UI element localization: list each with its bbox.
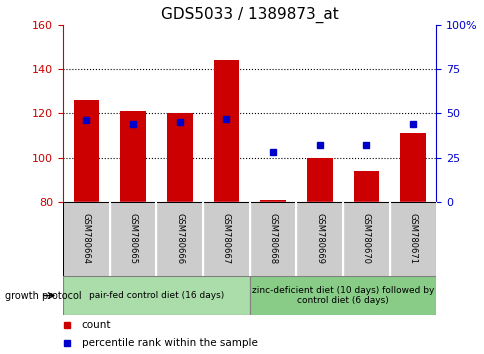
Text: growth protocol: growth protocol	[5, 291, 81, 301]
Bar	[74, 100, 99, 202]
Text: GSM780668: GSM780668	[268, 213, 277, 264]
Bar	[306, 158, 332, 202]
Text: GSM780667: GSM780667	[222, 213, 230, 264]
Text: GSM780666: GSM780666	[175, 213, 184, 264]
Title: GDS5033 / 1389873_at: GDS5033 / 1389873_at	[161, 7, 338, 23]
Text: percentile rank within the sample: percentile rank within the sample	[81, 338, 257, 348]
Bar	[120, 111, 146, 202]
Bar	[389, 202, 436, 276]
Bar	[260, 200, 286, 202]
Bar	[353, 171, 378, 202]
Text: pair-fed control diet (16 days): pair-fed control diet (16 days)	[89, 291, 224, 300]
Bar	[249, 276, 436, 315]
Text: zinc-deficient diet (10 days) followed by
control diet (6 days): zinc-deficient diet (10 days) followed b…	[251, 286, 434, 305]
Text: GSM780669: GSM780669	[315, 213, 324, 264]
Bar	[342, 202, 389, 276]
Bar	[399, 133, 425, 202]
Bar	[296, 202, 342, 276]
Bar	[213, 60, 239, 202]
Bar	[109, 202, 156, 276]
Bar	[249, 202, 296, 276]
Bar	[63, 202, 109, 276]
Text: GSM780664: GSM780664	[82, 213, 91, 264]
Text: GSM780665: GSM780665	[128, 213, 137, 264]
Text: GSM780670: GSM780670	[361, 213, 370, 264]
Bar	[156, 202, 203, 276]
Text: GSM780671: GSM780671	[408, 213, 417, 264]
Bar	[203, 202, 249, 276]
Bar	[63, 276, 249, 315]
Text: count: count	[81, 320, 111, 330]
Bar	[166, 113, 192, 202]
